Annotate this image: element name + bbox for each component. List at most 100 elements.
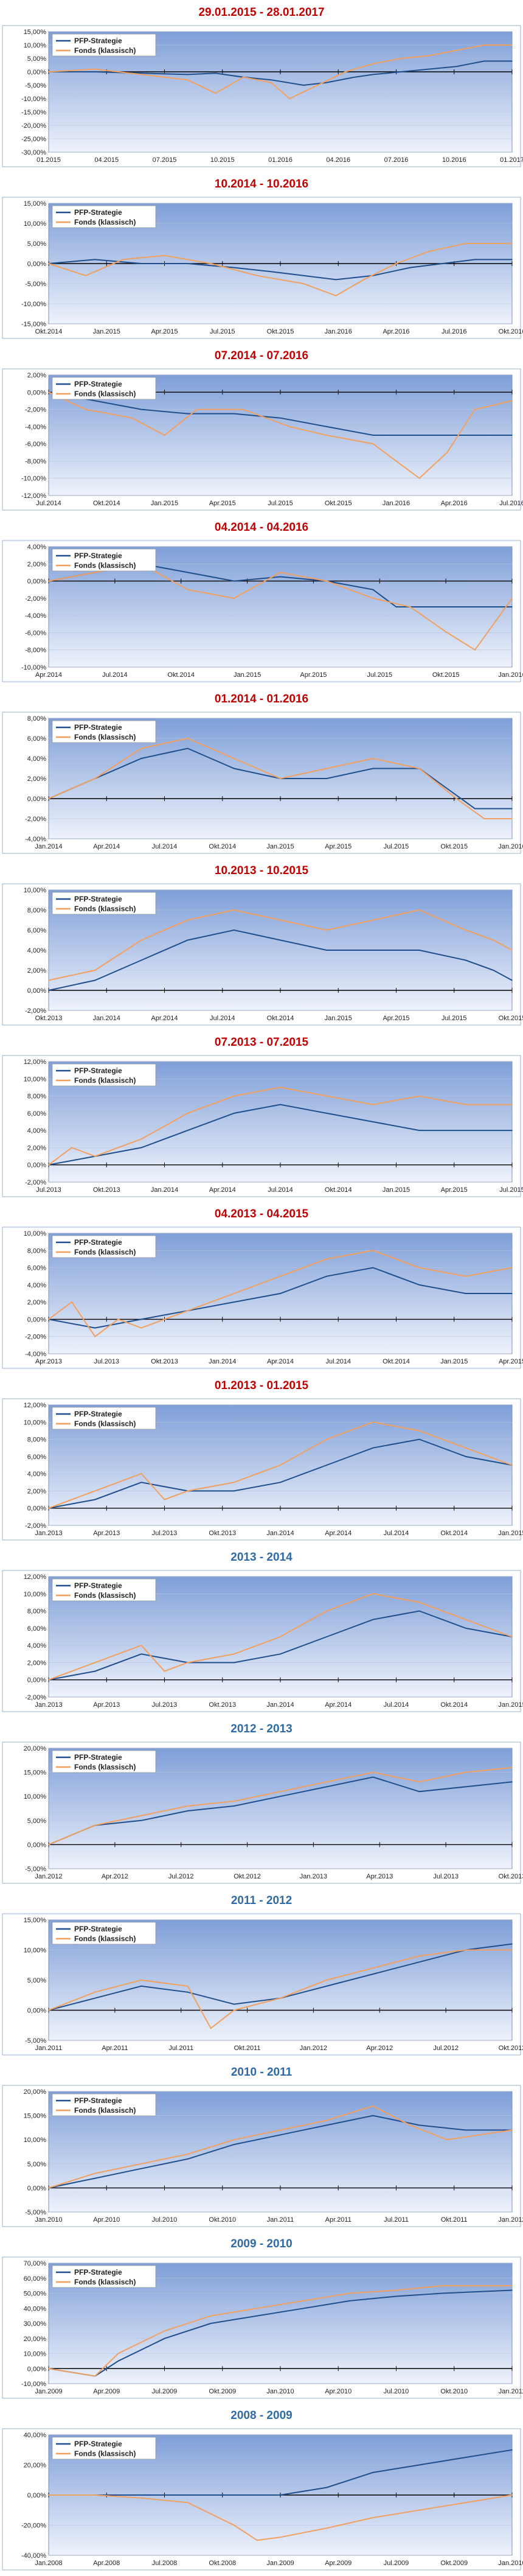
x-tick-label: Okt.2014 — [167, 671, 195, 679]
data-point — [372, 1447, 374, 1449]
x-tick-label: Okt.2013 — [499, 1873, 523, 1880]
data-point — [280, 1636, 281, 1637]
y-tick-label: 4,00% — [27, 544, 46, 551]
series-line-fonds — [48, 1949, 512, 2029]
data-point — [372, 74, 374, 75]
data-point — [442, 2285, 443, 2286]
chart-title: 01.2014 - 01.2016 — [214, 693, 309, 705]
data-point — [234, 2003, 235, 2005]
data-point — [428, 68, 429, 70]
series-line-strategy — [48, 929, 513, 991]
data-point — [418, 435, 420, 436]
y-tick-label: 2,00% — [27, 1144, 46, 1152]
legend-label-fonds: Fonds (klassisch) — [74, 2106, 136, 2115]
data-point — [234, 2139, 235, 2140]
data-point — [483, 818, 485, 819]
y-tick-label: 4,00% — [27, 947, 46, 954]
data-point — [187, 2494, 189, 2496]
data-point — [234, 598, 235, 599]
y-tick-label: 5,00% — [27, 1977, 46, 1984]
data-point — [280, 778, 281, 779]
data-point — [280, 1104, 281, 1105]
data-point — [317, 85, 318, 86]
data-point — [48, 979, 49, 981]
data-point — [465, 1786, 466, 1788]
y-tick-label: 50,00% — [24, 2291, 47, 2298]
data-point — [372, 598, 374, 599]
data-point — [511, 1949, 513, 1951]
legend-label-fonds: Fonds (klassisch) — [74, 1076, 136, 1085]
data-point — [71, 1301, 72, 1303]
legend-label-fonds: Fonds (klassisch) — [74, 733, 136, 741]
x-tick-label: Apr.2015 — [441, 1186, 468, 1194]
data-point — [234, 1801, 235, 1802]
data-point — [442, 263, 443, 264]
y-tick-label: 0,00% — [27, 69, 46, 76]
x-tick-label: Apr.2012 — [102, 1873, 128, 1880]
y-tick-label: 40,00% — [24, 2432, 47, 2439]
data-point — [187, 79, 189, 80]
y-tick-label: -2,00% — [25, 1007, 46, 1015]
data-point — [354, 77, 355, 78]
data-point — [187, 919, 189, 921]
x-tick-label: 04.2015 — [94, 156, 119, 164]
chart-title: 2012 - 2013 — [230, 1723, 293, 1735]
y-tick-label: 15,00% — [24, 29, 47, 36]
x-tick-label: Apr.2015 — [325, 843, 352, 850]
x-tick-label: Jul.2016 — [499, 500, 523, 507]
x-tick-label: Okt.2013 — [209, 1530, 236, 1537]
data-point — [140, 1318, 142, 1320]
series-line-strategy — [48, 391, 512, 436]
x-tick-label: Jan.2015 — [440, 1358, 468, 1365]
data-point — [187, 1810, 189, 1811]
x-tick-label: Jul.2008 — [152, 2560, 178, 2567]
x-tick-label: 07.2016 — [384, 156, 409, 164]
data-point — [164, 1670, 165, 1672]
x-tick-label: Jul.2012 — [168, 1873, 194, 1880]
y-tick-label: 5,00% — [27, 2161, 46, 2168]
data-point — [131, 417, 133, 419]
y-tick-label: -5,00% — [25, 281, 46, 288]
data-point — [511, 1130, 513, 1131]
data-point — [187, 1310, 189, 1312]
y-tick-label: -10,00% — [21, 475, 46, 483]
data-point — [48, 2187, 49, 2189]
data-point — [280, 939, 281, 941]
chart-svg: 4,00% 2,00% 0,00% -2,00% -4,00% -6,00% -8,00% -… — [2, 540, 523, 682]
chart-title: 10.2014 - 10.2016 — [214, 178, 309, 191]
data-point — [344, 71, 346, 72]
data-point — [465, 1619, 466, 1620]
x-tick-label: Apr.2013 — [35, 1358, 62, 1365]
data-point — [280, 2129, 281, 2131]
data-point — [48, 71, 49, 72]
y-tick-label: 10,00% — [24, 1230, 47, 1237]
chart-panel: 15,00% 10,00% 5,00% 0,00% -5,00% Jan.2011 Apr.… — [0, 1888, 523, 2060]
y-tick-label: -10,00% — [21, 96, 46, 103]
data-point — [234, 2144, 235, 2145]
data-point — [140, 1473, 142, 1474]
y-tick-label: -40,00% — [21, 2552, 46, 2560]
x-tick-label: Okt.2015 — [499, 1015, 523, 1022]
x-tick-label: Apr.2014 — [35, 671, 62, 679]
data-point — [372, 1967, 374, 1969]
y-tick-label: 6,00% — [27, 735, 46, 743]
y-tick-label: -10,00% — [21, 2381, 46, 2388]
y-tick-label: 10,00% — [24, 1947, 47, 1955]
y-tick-label: 8,00% — [27, 1093, 46, 1101]
data-point — [372, 1771, 374, 1773]
data-point — [48, 580, 49, 582]
data-point — [395, 2295, 397, 2297]
data-point — [326, 1636, 327, 1637]
chart-panel: 12,00% 10,00% 8,00% 6,00% 4,00% 2,00% 0,00% -2,… — [0, 1545, 523, 1717]
y-tick-label: 6,00% — [27, 927, 46, 934]
data-point — [418, 1791, 420, 1793]
data-point — [511, 818, 513, 819]
legend-label-fonds: Fonds (klassisch) — [74, 1934, 136, 1943]
legend-label-strategy: PFP-Strategie — [74, 380, 122, 388]
y-tick-label: 5,00% — [27, 1818, 46, 1825]
y-tick-label: 70,00% — [24, 2260, 47, 2267]
data-point — [418, 2124, 420, 2126]
y-tick-label: 10,00% — [24, 2137, 47, 2144]
data-point — [48, 2494, 49, 2496]
data-point — [94, 1824, 95, 1826]
